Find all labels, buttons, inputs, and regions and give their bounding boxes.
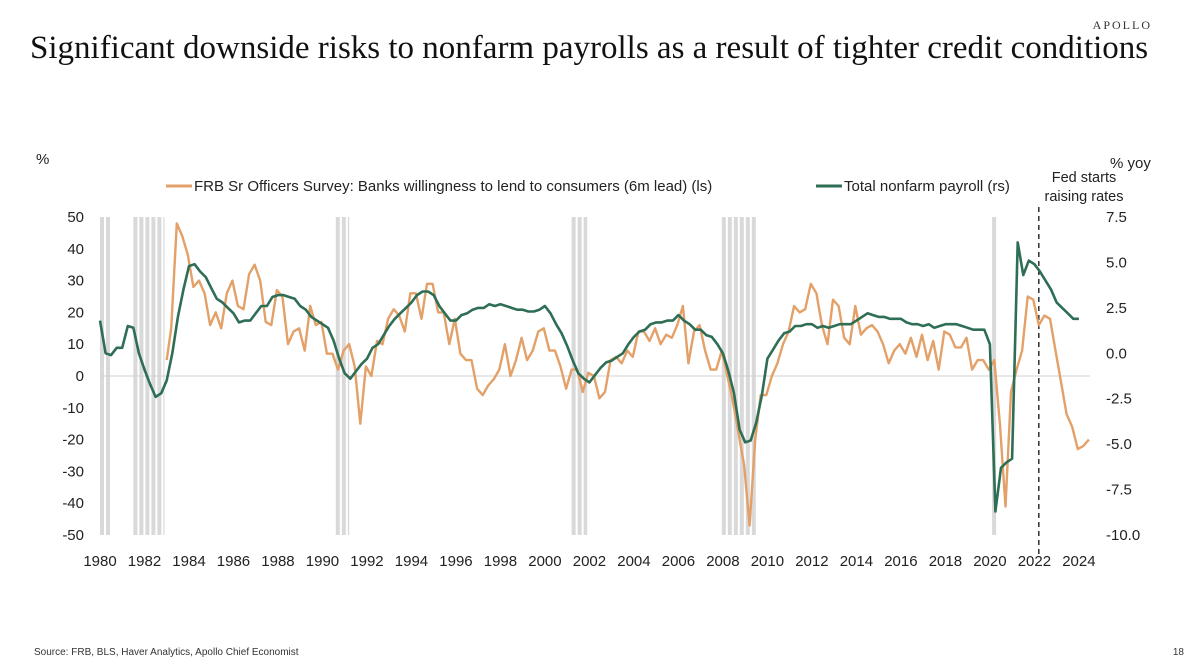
right-tick-label: -5.0 (1106, 436, 1132, 453)
x-tick-label: 2004 (617, 553, 650, 570)
right-tick-label: -7.5 (1106, 482, 1132, 499)
x-tick-label: 2020 (973, 553, 1006, 570)
x-tick-label: 1992 (350, 553, 383, 570)
right-tick-label: 2.5 (1106, 300, 1127, 317)
left-tick-label: -40 (62, 495, 84, 512)
x-tick-label: 1998 (484, 553, 517, 570)
x-tick-label: 1984 (172, 553, 205, 570)
left-axis-unit: % (36, 151, 49, 168)
x-tick-label: 1988 (261, 553, 294, 570)
x-tick-label: 2010 (751, 553, 784, 570)
x-tick-label: 1990 (306, 553, 339, 570)
left-tick-label: -10 (62, 400, 84, 417)
left-tick-label: 50 (67, 209, 84, 226)
x-axis: 1980 1982 1984 1986 1988 1990 1992 1994 1996 1998… (83, 553, 1095, 570)
left-tick-label: -30 (62, 463, 84, 480)
left-tick-label: 20 (67, 304, 84, 321)
payroll-series-line (98, 241, 1079, 513)
left-tick-label: -20 (62, 432, 84, 449)
x-tick-label: 1996 (439, 553, 472, 570)
legend: FRB Sr Officers Survey: Banks willingnes… (166, 178, 1010, 195)
x-tick-label: 2006 (662, 553, 695, 570)
lending-series-line (165, 222, 1090, 527)
left-tick-label: 40 (67, 241, 84, 258)
right-tick-label: 7.5 (1106, 209, 1127, 226)
left-tick-label: 30 (67, 273, 84, 290)
x-tick-label: 2016 (884, 553, 917, 570)
legend-label-lending: FRB Sr Officers Survey: Banks willingnes… (194, 178, 712, 195)
right-tick-label: 0.0 (1106, 345, 1127, 362)
x-tick-label: 2018 (929, 553, 962, 570)
left-tick-label: -50 (62, 527, 84, 544)
left-axis: 50 40 30 20 10 0 -10 -20 -30 -40 -50 (62, 209, 84, 544)
page-number: 18 (1172, 647, 1184, 658)
right-axis: 7.5 5.0 2.5 0.0 -2.5 -5.0 -7.5 -10.0 (1106, 209, 1140, 544)
right-tick-label: -2.5 (1106, 391, 1132, 408)
x-tick-label: 2024 (1062, 553, 1095, 570)
fed-annotation-line2: raising rates (1045, 189, 1124, 205)
x-tick-label: 2012 (795, 553, 828, 570)
brand-logo: APOLLO (1092, 18, 1152, 32)
x-tick-label: 1986 (217, 553, 250, 570)
x-tick-label: 1980 (83, 553, 116, 570)
right-tick-label: 5.0 (1106, 254, 1127, 271)
x-tick-label: 2014 (840, 553, 873, 570)
fed-annotation-line1: Fed starts (1052, 170, 1116, 186)
x-tick-label: 1982 (128, 553, 161, 570)
legend-label-payroll: Total nonfarm payroll (rs) (844, 178, 1010, 195)
x-tick-label: 1994 (395, 553, 428, 570)
x-tick-label: 2002 (573, 553, 606, 570)
x-tick-label: 2022 (1018, 553, 1051, 570)
left-tick-label: 0 (76, 368, 84, 385)
x-tick-label: 2000 (528, 553, 561, 570)
right-axis-unit: % yoy (1110, 155, 1151, 172)
page-title: Significant downside risks to nonfarm pa… (30, 30, 1149, 66)
left-tick-label: 10 (67, 336, 84, 353)
right-tick-label: -10.0 (1106, 527, 1140, 544)
x-tick-label: 2008 (706, 553, 739, 570)
source-note: Source: FRB, BLS, Haver Analytics, Apoll… (34, 647, 299, 658)
